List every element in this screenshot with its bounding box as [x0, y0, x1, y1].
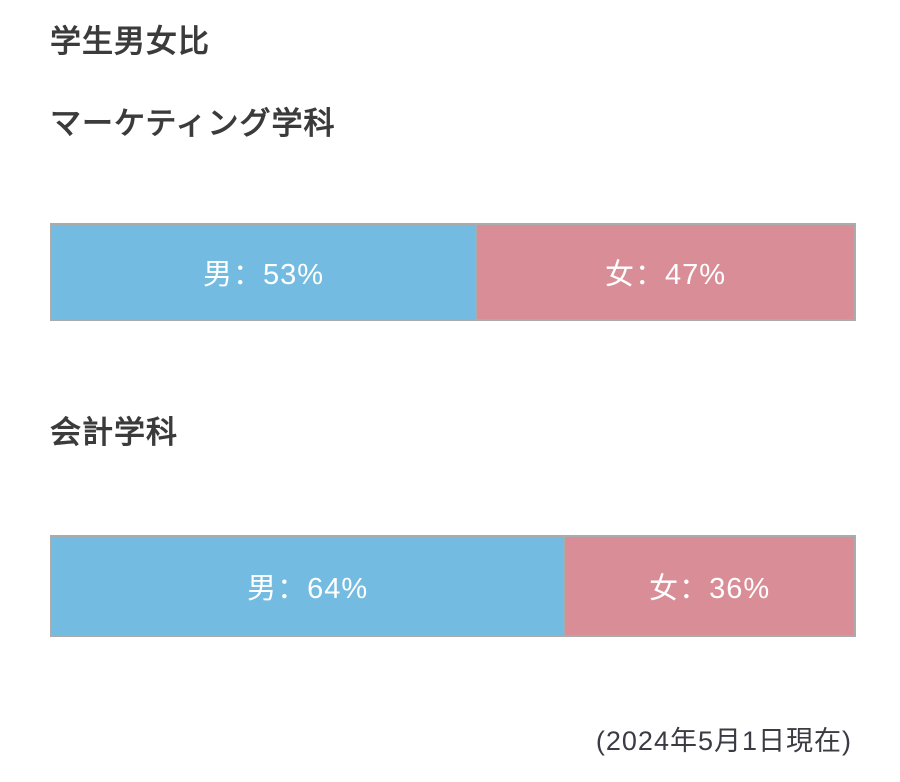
bar-segment-label-male: 男：64% — [247, 573, 369, 605]
section-heading-accounting: 会計学科 — [50, 415, 178, 450]
stacked-bar-marketing: 男：53% 女：47% — [50, 223, 856, 321]
section-heading-marketing: マーケティング学科 — [50, 106, 336, 141]
bar-segment-female: 女：36% — [565, 537, 854, 635]
stacked-bar-accounting: 男：64% 女：36% — [50, 535, 856, 637]
bar-segment-label-male: 男：53% — [203, 259, 325, 291]
chart-title: 学生男女比 — [50, 24, 210, 59]
bar-segment-male: 男：64% — [52, 537, 566, 635]
bar-segment-female: 女：47% — [477, 225, 854, 319]
bar-segment-male: 男：53% — [52, 225, 478, 319]
bar-segment-label-female: 女：36% — [649, 573, 771, 605]
as-of-date-note: (2024年5月1日現在) — [595, 726, 852, 756]
bar-segment-label-female: 女：47% — [604, 259, 727, 291]
